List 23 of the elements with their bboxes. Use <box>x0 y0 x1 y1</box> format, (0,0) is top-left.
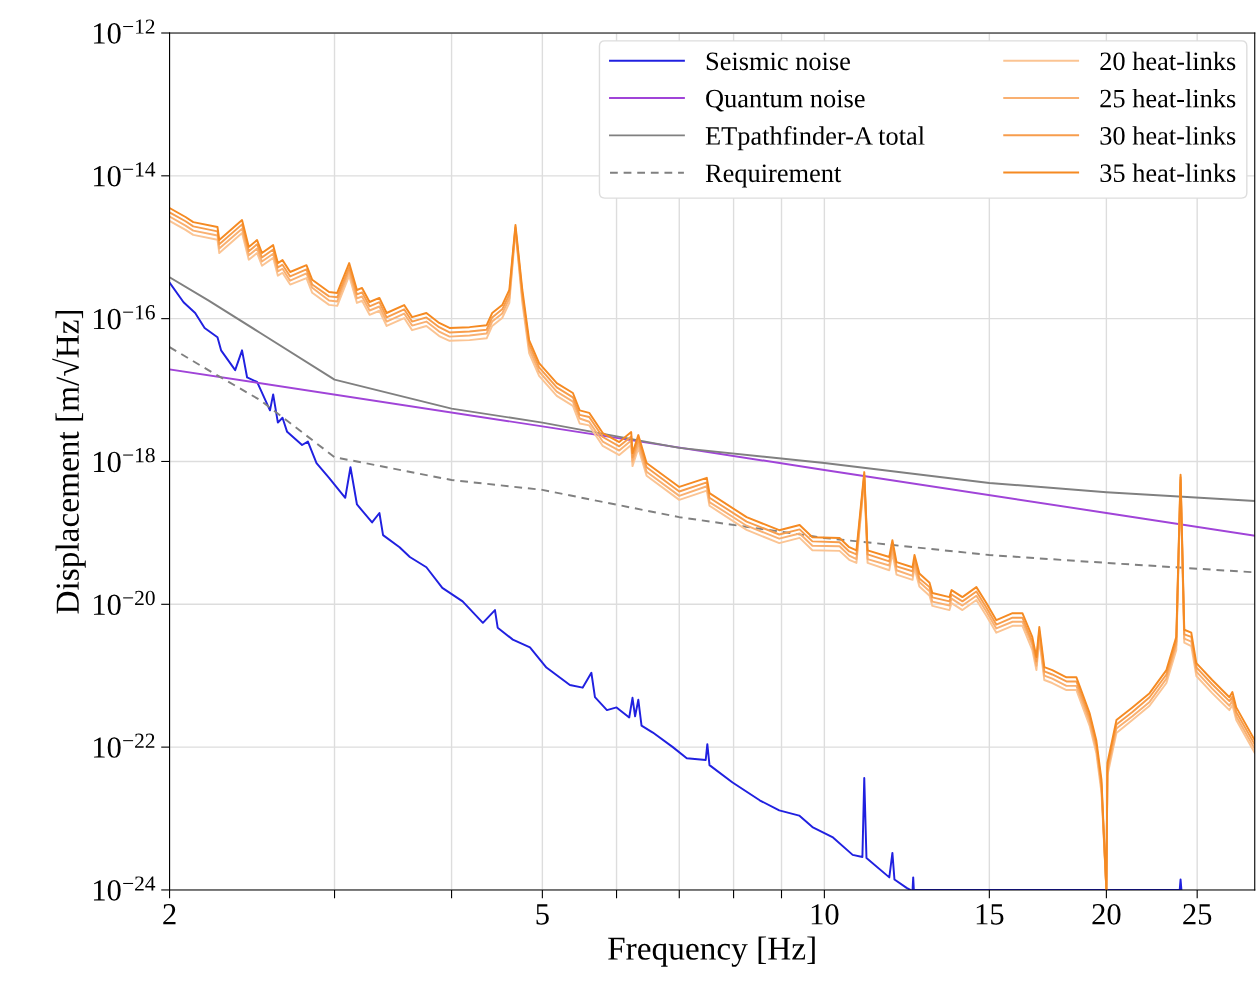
legend-label: 20 heat-links <box>1100 51 1236 71</box>
x-tick-label: 15 <box>976 904 1004 925</box>
y-tick-label: 10$^{−14}$ <box>93 162 156 187</box>
legend-label: 25 heat-links <box>1100 88 1236 108</box>
x-tick-label: 20 <box>1092 904 1121 925</box>
x-tick-label: 5 <box>536 904 549 925</box>
x-tick-label: 2 <box>163 904 176 925</box>
legend-label: ETpathfinder-A total <box>705 126 925 151</box>
legend-label: Requirement <box>705 164 842 188</box>
x-tick-label: 10 <box>811 904 839 925</box>
y-tick-label: 10$^{−22}$ <box>93 733 155 758</box>
y-tick-label: 10$^{−16}$ <box>93 305 155 330</box>
y-axis-title: Displacement [m/√Hz] <box>52 310 86 614</box>
y-tick-label: 10$^{−24}$ <box>93 876 156 901</box>
y-tick-label: 10$^{−12}$ <box>93 19 155 44</box>
x-tick-label: 25 <box>1183 904 1212 925</box>
legend-label: 30 heat-links <box>1100 126 1236 145</box>
x-axis-title: Frequency [Hz] <box>608 936 815 967</box>
y-tick-label: 10$^{−18}$ <box>93 447 155 473</box>
y-tick-label: 10$^{−20}$ <box>93 590 155 616</box>
legend-label: 35 heat-links <box>1100 163 1236 183</box>
legend-label: Quantum noise <box>706 89 865 112</box>
legend-label: Seismic noise <box>706 52 850 71</box>
